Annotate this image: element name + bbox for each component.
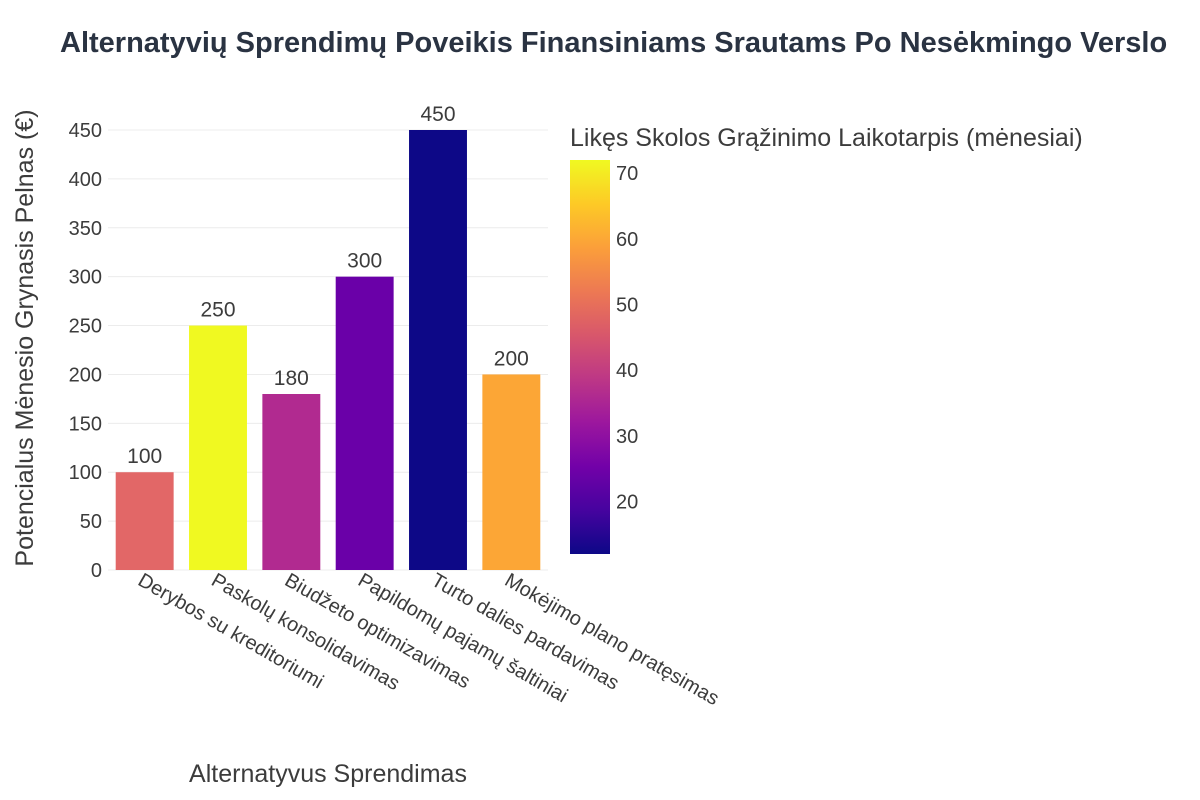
colorbar-tick-label: 50 bbox=[616, 294, 638, 316]
y-tick-label: 0 bbox=[91, 560, 102, 582]
y-tick-label: 50 bbox=[80, 511, 102, 533]
y-tick-label: 100 bbox=[69, 462, 102, 484]
y-tick-label: 350 bbox=[69, 218, 102, 240]
y-tick-label: 450 bbox=[69, 120, 102, 142]
colorbar-tick-label: 60 bbox=[616, 229, 638, 251]
data-labels: 100 250 180 300 450 200 bbox=[127, 103, 529, 468]
bar-value-label: 180 bbox=[274, 367, 309, 390]
bars bbox=[115, 130, 541, 570]
chart-title: Alternatyvių Sprendimų Poveikis Finansin… bbox=[60, 27, 1167, 59]
colorbar-gradient bbox=[570, 160, 610, 554]
y-tick-label: 150 bbox=[69, 413, 102, 435]
bar bbox=[482, 374, 541, 570]
y-axis-title: Potencialus Mėnesio Grynasis Pelnas (€) bbox=[11, 109, 39, 566]
bar-value-label: 200 bbox=[494, 347, 529, 370]
y-tick-label: 200 bbox=[69, 364, 102, 386]
x-axis-title: Alternatyvus Sprendimas bbox=[189, 760, 467, 788]
y-tick-label: 400 bbox=[69, 169, 102, 191]
bar bbox=[115, 472, 174, 570]
y-axis-ticks: 0 50 100 150 200 250 300 350 400 450 bbox=[69, 120, 102, 582]
colorbar: Likęs Skolos Grąžinimo Laikotarpis (mėne… bbox=[570, 124, 1083, 554]
colorbar-ticks: 20 30 40 50 60 70 bbox=[616, 163, 638, 513]
bar bbox=[409, 130, 467, 570]
colorbar-title: Likęs Skolos Grąžinimo Laikotarpis (mėne… bbox=[570, 124, 1083, 152]
bar-value-label: 100 bbox=[127, 445, 162, 468]
gridlines bbox=[108, 129, 548, 571]
y-tick-label: 250 bbox=[69, 316, 102, 338]
y-tick-label: 300 bbox=[69, 267, 102, 289]
colorbar-tick-label: 40 bbox=[616, 360, 638, 382]
colorbar-tick-label: 20 bbox=[616, 491, 638, 513]
colorbar-tick-label: 30 bbox=[616, 426, 638, 448]
bar bbox=[189, 325, 247, 570]
bar bbox=[262, 394, 321, 570]
bar-value-label: 300 bbox=[347, 250, 382, 273]
colorbar-tick-label: 70 bbox=[616, 163, 638, 185]
bar-value-label: 250 bbox=[200, 299, 235, 322]
bar-value-label: 450 bbox=[420, 103, 455, 126]
bar bbox=[335, 276, 394, 570]
